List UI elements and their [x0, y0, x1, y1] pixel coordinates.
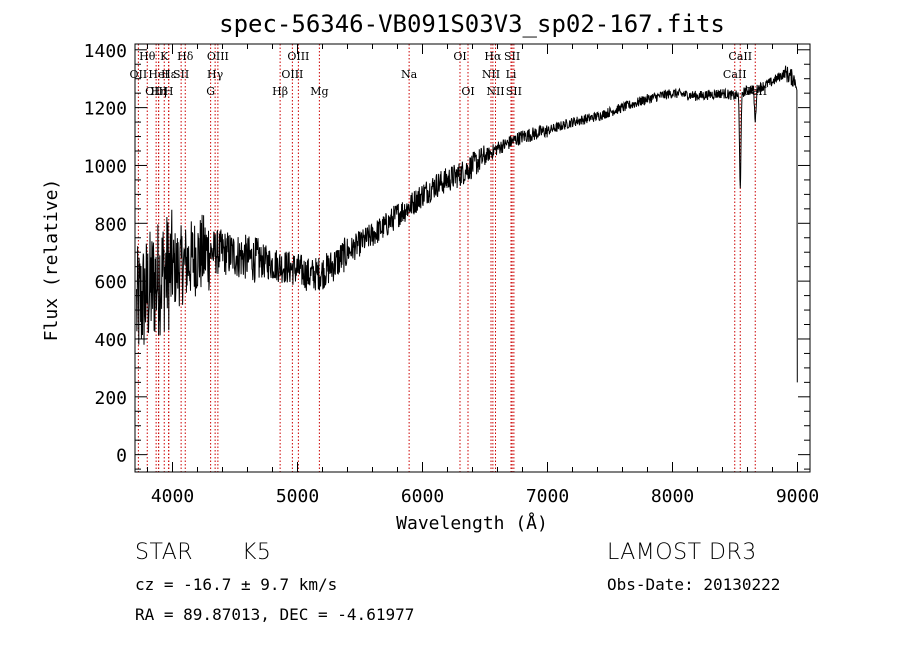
y-tick-label: 0 — [116, 446, 127, 467]
y-tick-label: 600 — [94, 272, 127, 293]
line-label: NII — [486, 85, 504, 98]
line-label: CaII — [728, 50, 752, 63]
line-label: Hα — [484, 50, 502, 63]
y-tick-label: 1400 — [84, 41, 127, 62]
line-label: Mg — [310, 85, 328, 98]
line-label: Na — [401, 68, 418, 81]
chart-title: spec-56346-VB091S03V3_sp02-167.fits — [219, 10, 725, 38]
x-tick-label: 8000 — [651, 486, 694, 507]
x-axis-label: Wavelength (Å) — [396, 512, 548, 534]
y-tick-label: 400 — [94, 330, 127, 351]
line-label: SII — [504, 50, 520, 63]
line-label: HeI — [148, 68, 168, 81]
x-tick-label: 7000 — [526, 486, 569, 507]
y-tick-label: 800 — [94, 214, 127, 235]
line-label: Hε — [161, 68, 177, 81]
x-axis: 4000 5000 6000 7000 8000 9000 — [147, 44, 819, 507]
line-label: NII — [482, 68, 500, 81]
line-label: Hγ — [207, 68, 224, 81]
object-class: STAR — [135, 540, 194, 565]
x-tick-label: 6000 — [401, 486, 444, 507]
line-label: OIII — [281, 68, 303, 81]
line-label: Hη — [151, 85, 167, 98]
y-axis: 0 200 400 600 800 1000 1200 1400 — [84, 41, 810, 470]
obs-date-text: Obs-Date: 20130222 — [607, 575, 781, 594]
spectrum-line — [136, 65, 798, 383]
spectral-line-labels: Hθ OII OIII K Hε Hη HeI SII H Hδ OIII Hγ G OIII OIII Hβ… — [130, 50, 768, 98]
x-tick-label: 9000 — [776, 486, 819, 507]
line-label: OI — [453, 50, 466, 63]
line-label: H — [164, 85, 174, 98]
line-label: Li — [506, 68, 517, 81]
y-tick-label: 1200 — [84, 99, 127, 120]
y-tick-label: 200 — [94, 388, 127, 409]
line-label: OIII — [207, 50, 229, 63]
line-label: OIII — [145, 85, 167, 98]
y-axis-label: Flux (relative) — [41, 179, 62, 342]
survey-name: LAMOST DR3 — [607, 540, 757, 565]
line-label: Hβ — [272, 85, 288, 98]
x-tick-label: 4000 — [151, 486, 194, 507]
line-label: OIII — [287, 50, 309, 63]
object-subclass: K5 — [242, 540, 272, 565]
line-label: K — [160, 50, 169, 63]
x-tick-label: 5000 — [276, 486, 319, 507]
line-label: CaII — [723, 68, 747, 81]
line-label: OI — [461, 85, 474, 98]
line-label: G — [206, 85, 215, 98]
line-label: SII — [173, 68, 189, 81]
line-label: OII — [130, 68, 148, 81]
line-label: SII — [506, 85, 522, 98]
y-tick-label: 1000 — [84, 156, 127, 177]
line-label: Hδ — [177, 50, 194, 63]
redshift-text: cz = -16.7 ± 9.7 km/s — [135, 575, 338, 594]
coordinates-text: RA = 89.87013, DEC = -4.61977 — [135, 605, 415, 624]
line-label: Hθ — [139, 50, 156, 63]
